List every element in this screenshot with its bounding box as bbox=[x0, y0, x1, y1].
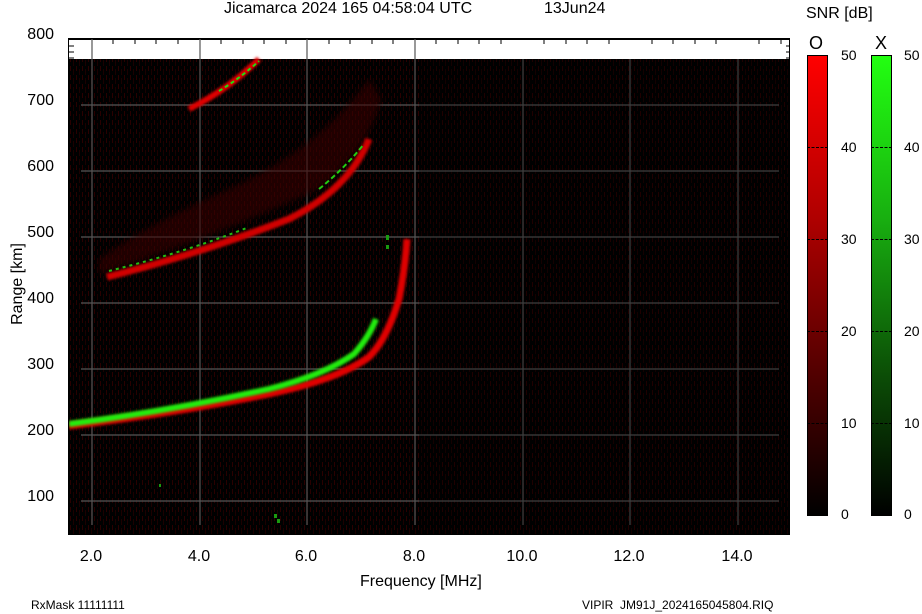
y-tick-300: 300 bbox=[27, 356, 54, 373]
chart-title: Jicamarca 2024 165 04:58:04 UTC bbox=[224, 0, 473, 17]
x-tick-10: 10.0 bbox=[506, 548, 538, 565]
x-dash-20 bbox=[871, 331, 892, 332]
ionogram-plot bbox=[68, 38, 790, 535]
x-tick-6: 6.0 bbox=[294, 548, 318, 565]
o-tick-0: 0 bbox=[841, 506, 849, 522]
o-tick-20: 20 bbox=[841, 323, 857, 339]
y-tick-500: 500 bbox=[27, 224, 54, 241]
y-tick-200: 200 bbox=[27, 422, 54, 439]
x-tick-2: 2.0 bbox=[79, 548, 103, 565]
o-tick-40: 40 bbox=[841, 139, 857, 155]
x-tick-0: 0 bbox=[904, 506, 912, 522]
x-mode-colorbar bbox=[871, 55, 892, 516]
x-tick-50: 50 bbox=[904, 47, 920, 63]
y-tick-700: 700 bbox=[27, 92, 54, 109]
rxmask-label: RxMask 11111111 bbox=[31, 598, 125, 612]
x-tick-10: 10 bbox=[904, 415, 920, 431]
o-dash-10 bbox=[807, 423, 828, 424]
x-tick-8: 8.0 bbox=[402, 548, 426, 565]
x-axis-label: Frequency [MHz] bbox=[360, 573, 482, 590]
y-tick-100: 100 bbox=[27, 488, 54, 505]
chart-date: 13Jun24 bbox=[544, 0, 606, 17]
o-tick-50: 50 bbox=[841, 47, 857, 63]
o-dash-20 bbox=[807, 331, 828, 332]
y-tick-400: 400 bbox=[27, 290, 54, 307]
x-tick-20: 20 bbox=[904, 323, 920, 339]
x-tick-4: 4.0 bbox=[187, 548, 211, 565]
x-tick-14: 14.0 bbox=[721, 548, 753, 565]
o-dash-40 bbox=[807, 147, 828, 148]
x-dash-40 bbox=[871, 147, 892, 148]
filename-label: VIPIR JM91J_2024165045804.RIQ bbox=[582, 598, 774, 612]
o-tick-30: 30 bbox=[841, 231, 857, 247]
colorbar-title: SNR [dB] bbox=[806, 5, 873, 22]
o-dash-30 bbox=[807, 239, 828, 240]
o-mode-label: O bbox=[809, 33, 824, 53]
x-dash-10 bbox=[871, 423, 892, 424]
x-tick-30: 30 bbox=[904, 231, 920, 247]
ionogram-heatmap bbox=[69, 39, 789, 534]
y-tick-800: 800 bbox=[27, 26, 54, 43]
o-tick-10: 10 bbox=[841, 415, 857, 431]
x-dash-30 bbox=[871, 239, 892, 240]
x-tick-40: 40 bbox=[904, 139, 920, 155]
x-tick-12: 12.0 bbox=[613, 548, 645, 565]
y-axis-label: Range [km] bbox=[9, 243, 26, 325]
o-mode-colorbar bbox=[807, 55, 828, 516]
y-tick-600: 600 bbox=[27, 158, 54, 175]
x-mode-label: X bbox=[875, 33, 888, 53]
